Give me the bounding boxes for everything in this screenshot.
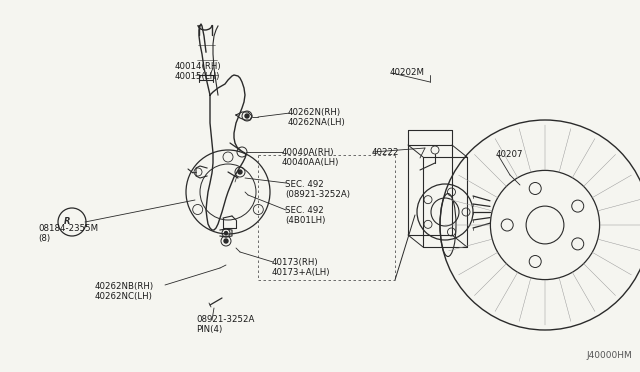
Text: 40262NB(RH)
40262NC(LH): 40262NB(RH) 40262NC(LH) xyxy=(95,282,154,301)
Text: 08184-2355M
(8): 08184-2355M (8) xyxy=(38,224,98,243)
Text: 40207: 40207 xyxy=(496,150,524,159)
Circle shape xyxy=(245,114,249,118)
Text: 40262N(RH)
40262NA(LH): 40262N(RH) 40262NA(LH) xyxy=(288,108,346,127)
Text: 40202M: 40202M xyxy=(390,68,425,77)
Text: 40173(RH)
40173+A(LH): 40173(RH) 40173+A(LH) xyxy=(272,258,330,278)
Text: 40222: 40222 xyxy=(372,148,399,157)
Circle shape xyxy=(224,239,228,243)
Text: SEC. 492
(4B01LH): SEC. 492 (4B01LH) xyxy=(285,206,325,225)
Text: J40000HM: J40000HM xyxy=(586,351,632,360)
Text: 08921-3252A
PIN(4): 08921-3252A PIN(4) xyxy=(196,315,254,334)
Text: R: R xyxy=(64,218,70,227)
Circle shape xyxy=(526,206,564,244)
Text: 40014(RH)
40015(LH): 40014(RH) 40015(LH) xyxy=(175,62,221,81)
Circle shape xyxy=(225,231,227,234)
Circle shape xyxy=(238,170,242,174)
Text: SEC. 492
(08921-3252A): SEC. 492 (08921-3252A) xyxy=(285,180,350,199)
Text: 40040A(RH)
40040AA(LH): 40040A(RH) 40040AA(LH) xyxy=(282,148,339,167)
